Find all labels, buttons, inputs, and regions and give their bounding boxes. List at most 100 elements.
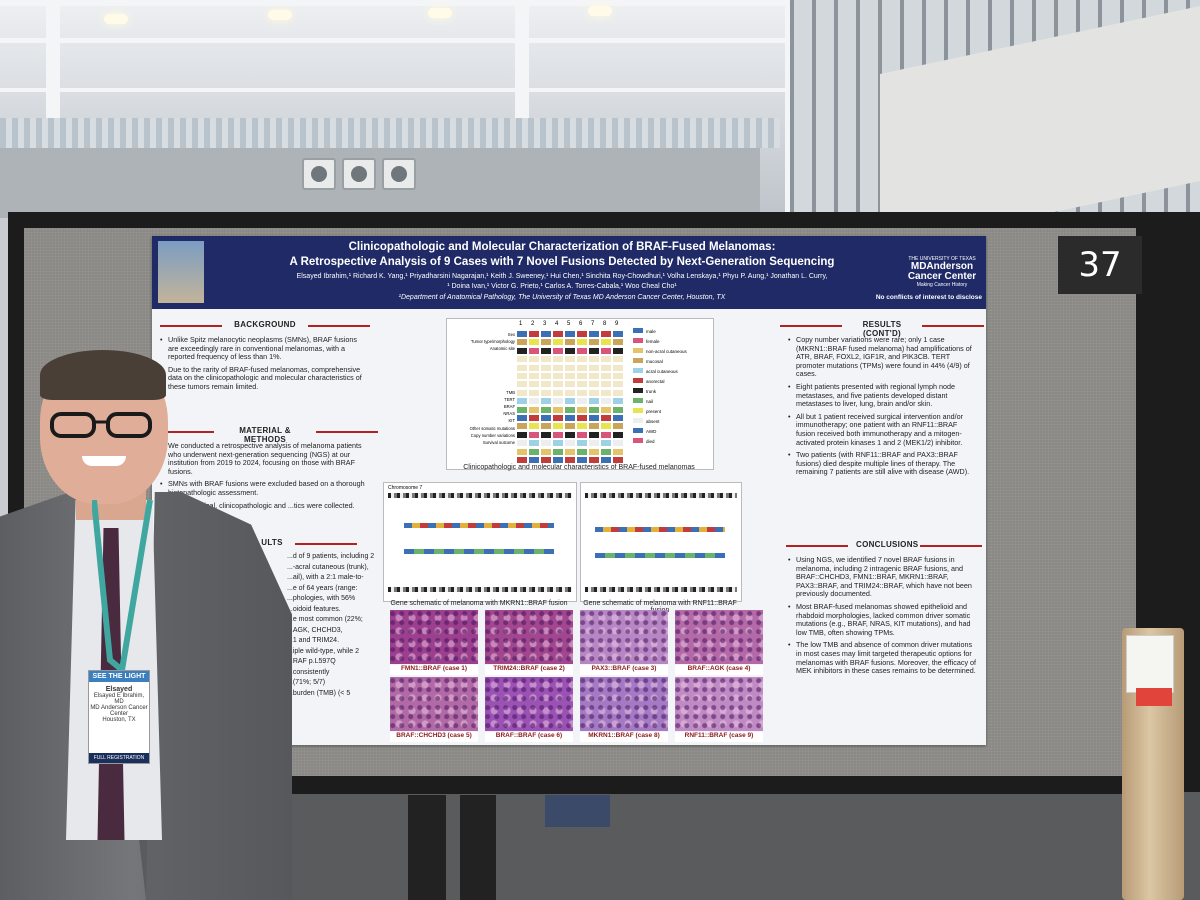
matrix-cell (565, 364, 575, 371)
matrix-cell (589, 331, 599, 337)
matrix-cell (541, 457, 551, 463)
affiliation: ¹Department of Anatomical Pathology, The… (398, 294, 726, 301)
schematic-rnf11 (580, 482, 742, 602)
matrix-cell (613, 398, 623, 405)
badge-name: Elsayed (105, 686, 133, 693)
matrix-cell (517, 448, 527, 455)
matrix-legend-item: present (633, 407, 709, 417)
logo-name: MDAnderson Cancer Center (907, 261, 977, 282)
matrix-cell (577, 431, 587, 438)
authors-line1: Elsayed Ibrahim,¹ Richard K. Yang,¹ Priy… (296, 273, 828, 280)
matrix-cell (613, 347, 623, 354)
matrix-col-label: 7 (591, 321, 595, 327)
matrix-cell (601, 431, 611, 438)
results-partial-line: ...consistently (287, 668, 330, 676)
matrix-cell (553, 431, 563, 438)
matrix-cell (553, 331, 563, 337)
section-methods: MATERIAL & METHODS (152, 426, 378, 444)
matrix-cell (601, 356, 611, 363)
matrix-cell (553, 339, 563, 346)
section-results: ULTS (187, 538, 357, 547)
matrix-row-label: Anatomic site (489, 346, 515, 352)
matrix-cell (541, 347, 551, 354)
matrix-cell (589, 431, 599, 438)
matrix-cell (529, 373, 539, 379)
results-bullet: Eight patients presented with regional l… (788, 382, 978, 409)
matrix-cell (589, 415, 599, 421)
results-partial-line: ...(71%; 5/7) (287, 679, 326, 686)
histology-caption: MKRN1::BRAF (case 8) (580, 732, 668, 742)
logo-tag: Making Cancer History (916, 282, 968, 288)
matrix-cell (601, 423, 611, 430)
matrix-cell (553, 423, 563, 430)
name-badge: SEE THE LIGHT Elsayed Elsayed E Ibrahim,… (88, 670, 150, 764)
results-partial-line: ...phologies, with 56% (287, 595, 356, 602)
matrix-cell (613, 423, 623, 430)
matrix-cell (565, 381, 575, 388)
matrix-cell (553, 373, 563, 379)
histology-caption: BRAF::AGK (case 4) (675, 665, 763, 675)
matrix-cell (589, 389, 599, 396)
matrix-cell (601, 331, 611, 337)
histology-caption: BRAF::CHCHD3 (case 5) (390, 732, 478, 742)
matrix-cell (577, 415, 587, 421)
matrix-row-label: NRAS (503, 411, 515, 417)
matrix-cell (601, 448, 611, 455)
logo-small: THE UNIVERSITY OF TEXAS (908, 256, 976, 262)
results-partial-line: ...oidoid features. (287, 605, 341, 613)
histology-caption: BRAF::BRAF (case 6) (485, 732, 573, 742)
matrix-cell (553, 347, 563, 354)
clinicopathologic-matrix: 1 2 3 4 5 6 7 8 9 Sex Tumor type/morphology Anatom… (446, 318, 714, 470)
matrix-cell (529, 431, 539, 438)
matrix-row-label: KIT (508, 418, 515, 424)
matrix-cell (553, 406, 563, 413)
legs-background (408, 795, 446, 900)
matrix-cell (565, 457, 575, 463)
matrix-cell (613, 356, 623, 363)
matrix-cell (589, 406, 599, 413)
section-conclusions: CONCLUSIONS (786, 540, 982, 549)
matrix-cell (517, 415, 527, 421)
matrix-row-label: Survival outcome (482, 440, 515, 446)
histology-caption: TRIM24::BRAF (case 2) (485, 665, 573, 675)
results-partial-line: ...AGK, CHCHD3, (287, 626, 343, 634)
matrix-row-label (449, 374, 515, 381)
results-partial-line: ...e most common (22%; (287, 616, 363, 623)
legs-background-2 (460, 795, 496, 900)
matrix-legend-item: mucosal (633, 357, 709, 367)
matrix-cell (529, 339, 539, 346)
matrix-cell (553, 457, 563, 463)
matrix-cell (565, 389, 575, 396)
matrix-row-label (449, 353, 515, 360)
matrix-cell (613, 440, 623, 447)
matrix-cell (529, 364, 539, 371)
matrix-cell (613, 457, 623, 463)
matrix-cell (529, 398, 539, 405)
results-partial-line: ...1 and TRIM24. (287, 637, 340, 644)
matrix-cell (589, 440, 599, 447)
matrix-col-label: 1 (519, 321, 523, 327)
matrix-cell (529, 423, 539, 430)
conclusion-bullet: Most BRAF-fused melanomas showed epithel… (788, 602, 978, 637)
board-number: 37 (1058, 236, 1142, 294)
matrix-caption: Clinicopathologic and molecular characte… (463, 464, 695, 471)
badge-fullname: Elsayed E Ibrahim, MD (93, 693, 145, 705)
matrix-cell (577, 389, 587, 396)
matrix-cell (577, 406, 587, 413)
matrix-cell (541, 440, 551, 447)
matrix-cell (541, 448, 551, 455)
matrix-cell (541, 339, 551, 346)
matrix-cell (517, 347, 527, 354)
matrix-cell (517, 373, 527, 379)
matrix-cell (577, 373, 587, 379)
results-partial-line: ...d of 9 patients, including 2 (287, 553, 375, 560)
matrix-cell (601, 347, 611, 354)
matrix-cell (577, 364, 587, 371)
matrix-cell (613, 331, 623, 337)
matrix-cell (601, 364, 611, 371)
matrix-cell (517, 406, 527, 413)
matrix-cell (589, 423, 599, 430)
histology-image (675, 610, 763, 664)
matrix-cell (553, 440, 563, 447)
matrix-cell (565, 373, 575, 379)
